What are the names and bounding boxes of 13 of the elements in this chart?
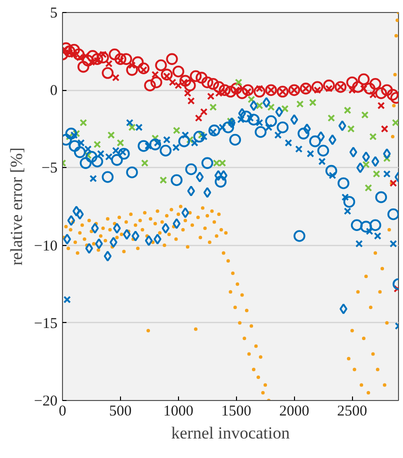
x-axis-title: kernel invocation xyxy=(171,424,290,442)
y-tick-label: −10 xyxy=(34,238,58,254)
y-tick-label: −15 xyxy=(34,316,58,332)
y-tick-label: 5 xyxy=(50,6,58,22)
y-tick-label: 0 xyxy=(50,83,58,100)
x-tick-label: 1000 xyxy=(163,404,194,420)
x-tick-label: 1500 xyxy=(221,404,252,420)
y-tick-label: −20 xyxy=(34,394,58,410)
y-tick-label: −5 xyxy=(42,160,58,177)
x-tick-label: 2500 xyxy=(337,404,368,420)
x-tick-label: 2000 xyxy=(279,404,310,420)
x-tick-label: 500 xyxy=(109,404,132,420)
y-axis-title: relative error [%] xyxy=(7,148,26,266)
